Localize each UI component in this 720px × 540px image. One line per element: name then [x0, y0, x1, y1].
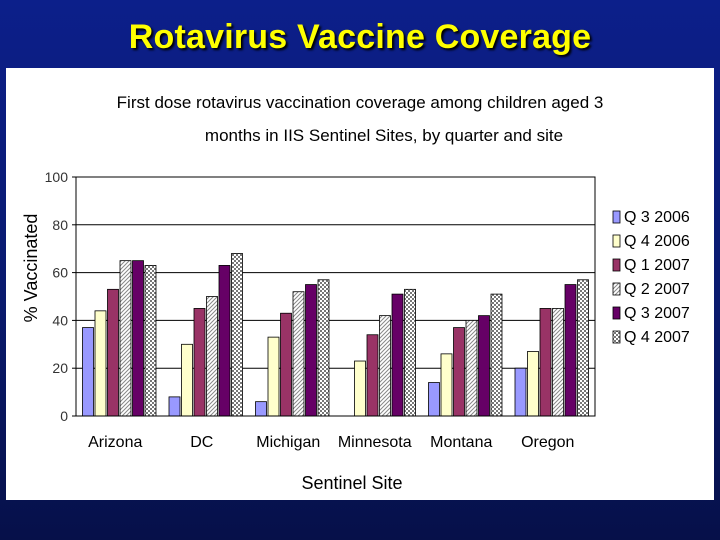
- y-tick-label: 40: [52, 312, 68, 328]
- bar-oregon-1: [527, 351, 539, 417]
- chart-panel: First dose rotavirus vaccination coverag…: [6, 68, 714, 500]
- bar-oregon-2: [539, 308, 552, 417]
- bar-arizona-3: [119, 260, 132, 417]
- legend-entry: Q 1 2007: [624, 257, 690, 274]
- bar-dc-3: [206, 296, 218, 417]
- legend-swatch: [612, 258, 621, 272]
- bar-dc-2: [193, 308, 206, 417]
- y-tick-label: 80: [52, 217, 68, 233]
- x-category-labels: Arizona DC Michigan Minnesota Montana Oregon: [88, 434, 574, 451]
- bar-oregon-3: [552, 308, 564, 417]
- bar-minnesota-3: [379, 315, 391, 417]
- bar-michigan-2: [280, 312, 292, 417]
- bar-michigan-3: [292, 291, 305, 417]
- bar-arizona-5: [144, 265, 157, 417]
- bar-dc-5: [231, 253, 243, 417]
- slide-footer-band: [0, 506, 720, 540]
- x-category-label: Montana: [430, 434, 492, 451]
- bar-montana-4: [478, 315, 490, 417]
- y-tick-labels: 0 20 40 60 80 100: [45, 169, 69, 424]
- bar-dc-1: [181, 343, 193, 417]
- x-category-label: Michigan: [256, 434, 320, 451]
- bars: [82, 253, 589, 417]
- bar-dc-0: [168, 396, 181, 417]
- legend-swatch: [612, 234, 621, 248]
- x-axis-title: Sentinel Site: [301, 473, 402, 493]
- x-category-label: Minnesota: [338, 434, 412, 451]
- bar-michigan-4: [305, 284, 317, 417]
- bar-oregon-5: [577, 279, 589, 417]
- bar-arizona-2: [107, 288, 119, 417]
- axes: [75, 176, 596, 417]
- bar-montana-2: [453, 327, 465, 417]
- bar-minnesota-4: [391, 293, 404, 417]
- plot-frame: [75, 176, 596, 417]
- legend-entry: Q 3 2006: [624, 209, 690, 226]
- bar-montana-1: [440, 353, 453, 417]
- legend-swatch: [612, 330, 621, 344]
- bar-montana-3: [465, 319, 478, 417]
- bar-dc-4: [218, 265, 231, 417]
- chart-title-line-1: First dose rotavirus vaccination coverag…: [117, 93, 604, 112]
- bar-minnesota-2: [366, 334, 379, 417]
- chart-title-line-2: months in IIS Sentinel Sites, by quarter…: [205, 126, 563, 145]
- bar-arizona-1: [94, 310, 107, 417]
- legend-swatch: [612, 282, 621, 296]
- legend-swatch: [612, 210, 621, 224]
- legend-entry: Q 4 2006: [624, 233, 690, 250]
- bar-montana-5: [490, 293, 503, 417]
- y-tick-label: 60: [52, 265, 68, 281]
- slide-title: Rotavirus Vaccine Coverage: [128, 18, 592, 56]
- legend: Q 3 2006 Q 4 2006 Q 1 2007 Q 2 2007 Q 3 2007…: [612, 209, 690, 346]
- bar-oregon-4: [564, 284, 577, 417]
- y-tick-label: 100: [45, 169, 69, 185]
- x-category-label: Oregon: [521, 434, 574, 451]
- y-tick-label: 20: [52, 360, 68, 376]
- x-category-label: DC: [190, 434, 213, 451]
- bar-oregon-0: [514, 367, 527, 417]
- legend-entry: Q 3 2007: [624, 305, 690, 322]
- bar-michigan-5: [317, 279, 330, 417]
- bar-chart: First dose rotavirus vaccination coverag…: [21, 93, 690, 493]
- bar-minnesota-1: [354, 360, 366, 417]
- legend-entry: Q 2 2007: [624, 281, 690, 298]
- bar-michigan-1: [267, 336, 280, 417]
- bar-michigan-0: [255, 401, 267, 417]
- y-tick-label: 0: [60, 408, 68, 424]
- bar-montana-0: [428, 382, 440, 417]
- y-axis-title: % Vaccinated: [21, 214, 41, 323]
- bar-arizona-4: [132, 260, 144, 417]
- legend-entry: Q 4 2007: [624, 329, 690, 346]
- bar-arizona-0: [82, 327, 94, 417]
- bar-minnesota-5: [404, 288, 416, 417]
- x-category-label: Arizona: [88, 434, 142, 451]
- legend-swatch: [612, 306, 621, 320]
